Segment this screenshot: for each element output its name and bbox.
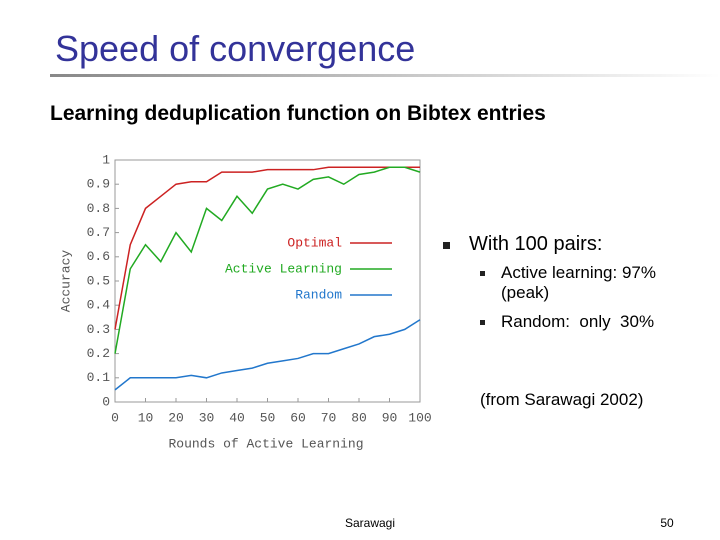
slide-title: Speed of convergence — [55, 28, 416, 69]
bullet-icon — [443, 242, 450, 249]
source-note: (from Sarawagi 2002) — [480, 390, 644, 409]
x-tick-label: 70 — [321, 410, 337, 425]
bullet-icon — [480, 271, 485, 276]
y-tick-label: 0.3 — [87, 322, 110, 337]
bullet: With 100 pairs: — [469, 233, 603, 255]
y-tick-label: 0.1 — [87, 370, 111, 385]
x-tick-label: 50 — [260, 410, 276, 425]
y-tick-label: 0.8 — [87, 201, 110, 216]
y-tick-label: 0.9 — [87, 177, 110, 192]
series-line — [114, 319, 421, 391]
y-tick-label: 0.7 — [87, 225, 110, 240]
title-underline — [50, 74, 720, 77]
legend-label: Random — [295, 287, 342, 302]
y-tick-label: 0.5 — [87, 273, 110, 288]
page-number: 50 — [660, 516, 674, 530]
sub-bullet: Random: only 30% — [501, 312, 655, 331]
y-tick-label: 0 — [102, 394, 110, 409]
y-tick-label: 0.4 — [87, 298, 111, 313]
x-tick-label: 60 — [290, 410, 306, 425]
slide-subtitle: Learning deduplication function on Bibte… — [50, 102, 546, 125]
legend-label: Optimal — [287, 235, 342, 250]
x-tick-label: 0 — [111, 410, 119, 425]
y-axis-label: Accuracy — [58, 250, 73, 313]
x-tick-label: 20 — [168, 410, 184, 425]
x-tick-label: 40 — [229, 410, 245, 425]
legend-label: Active Learning — [225, 261, 342, 276]
x-tick-label: 10 — [138, 410, 154, 425]
sub-bullet: Active learning: 97% (peak) — [501, 263, 656, 302]
bullet-icon — [480, 320, 485, 325]
series-line — [114, 166, 420, 330]
x-tick-label: 30 — [199, 410, 215, 425]
y-tick-label: 1 — [102, 152, 110, 167]
x-tick-label: 100 — [408, 410, 431, 425]
series-line — [114, 166, 421, 354]
y-tick-label: 0.6 — [87, 249, 110, 264]
y-tick-label: 0.2 — [87, 346, 110, 361]
x-tick-label: 90 — [382, 410, 398, 425]
x-axis-label: Rounds of Active Learning — [168, 436, 363, 451]
footer: Sarawagi — [345, 516, 395, 530]
x-tick-label: 80 — [351, 410, 367, 425]
